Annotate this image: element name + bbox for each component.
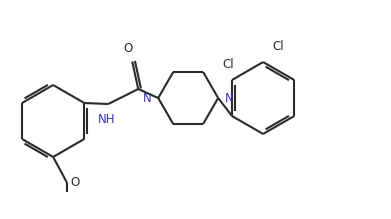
Text: N: N xyxy=(143,92,152,104)
Text: N: N xyxy=(225,92,233,104)
Text: O: O xyxy=(124,42,133,55)
Text: Cl: Cl xyxy=(222,58,234,71)
Text: NH: NH xyxy=(97,113,115,126)
Text: O: O xyxy=(70,177,79,189)
Text: Cl: Cl xyxy=(272,40,284,53)
